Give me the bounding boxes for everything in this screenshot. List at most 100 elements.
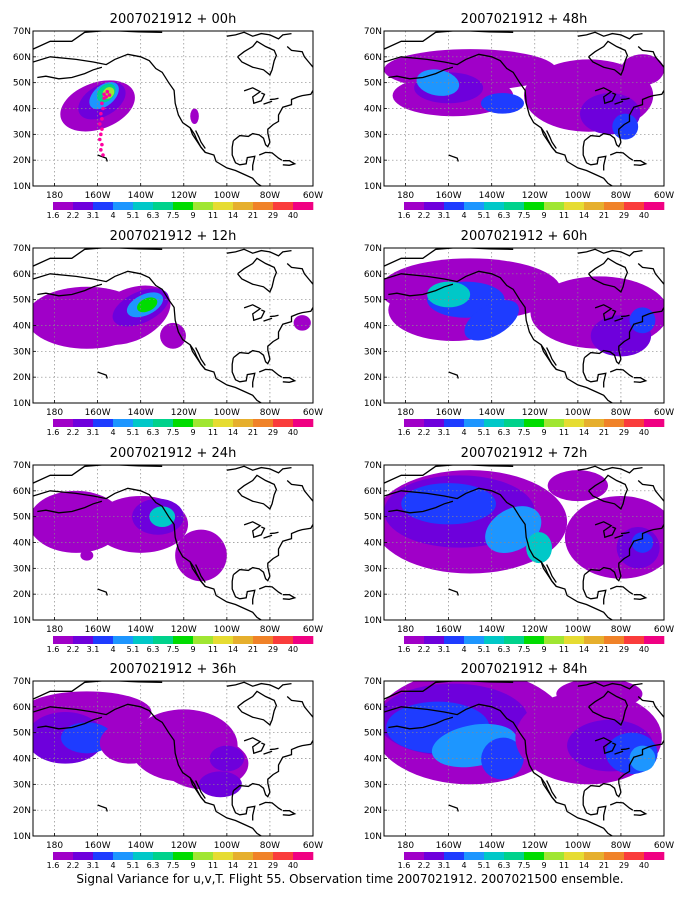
coastline xyxy=(448,804,459,812)
colorbar-label: 14 xyxy=(228,861,238,870)
lon-tick-label: 80W xyxy=(611,841,631,851)
colorbar-swatch xyxy=(73,202,94,210)
colorbar-swatch xyxy=(273,636,294,644)
lat-tick-label: 60N xyxy=(364,53,382,63)
observation-marker xyxy=(99,111,103,116)
colorbar-label: 40 xyxy=(639,211,649,220)
colorbar-label: 21 xyxy=(599,861,609,870)
coastline xyxy=(195,347,206,366)
colorbar-label: 7.5 xyxy=(518,645,531,654)
colorbar-label: 14 xyxy=(228,211,238,220)
colorbar-label: 11 xyxy=(208,428,218,437)
colorbar-label: 7.5 xyxy=(167,645,180,654)
coastlines xyxy=(33,465,313,620)
colorbar-swatch xyxy=(604,419,625,427)
grid-lines xyxy=(33,31,313,186)
lon-tick-label: 100W xyxy=(565,625,591,635)
coastline xyxy=(231,790,256,821)
coastline xyxy=(582,357,607,388)
colorbar-swatch xyxy=(524,419,545,427)
coastline xyxy=(620,97,630,101)
colorbar-swatch xyxy=(233,419,254,427)
colorbar-swatch xyxy=(93,202,114,210)
colorbar-swatch xyxy=(584,636,605,644)
colorbar-swatch xyxy=(213,419,234,427)
coastline xyxy=(614,750,624,755)
lat-tick-label: 10N xyxy=(13,182,31,192)
lat-tick-label: 30N xyxy=(364,347,382,357)
lat-tick-label: 30N xyxy=(364,780,382,790)
colorbar-label: 21 xyxy=(248,645,258,654)
colorbar-label: 7.5 xyxy=(518,861,531,870)
colorbar-label: 9 xyxy=(541,428,546,437)
colorbar-swatch xyxy=(624,636,645,644)
variance-field xyxy=(384,49,664,140)
colorbar-label: 6.3 xyxy=(498,861,511,870)
coastline xyxy=(33,465,163,484)
colorbar-swatch xyxy=(584,419,605,427)
coastline xyxy=(588,257,629,293)
variance-contour xyxy=(631,532,654,553)
lat-tick-label: 10N xyxy=(364,399,382,409)
coastline xyxy=(97,588,108,596)
colorbar-swatch xyxy=(33,202,54,210)
coastline xyxy=(232,90,313,148)
colorbar-swatch xyxy=(444,852,465,860)
colorbar-label: 9 xyxy=(190,861,195,870)
lat-tick-label: 60N xyxy=(13,270,31,280)
colorbar-swatch xyxy=(253,419,274,427)
lat-tick-label: 40N xyxy=(364,322,382,332)
coastlines xyxy=(384,681,664,836)
colorbar-swatch xyxy=(504,419,525,427)
lon-tick-label: 140W xyxy=(128,625,154,635)
lat-tick-label: 60N xyxy=(364,270,382,280)
colorbar-label: 11 xyxy=(208,645,218,654)
colorbar-label: 4 xyxy=(461,428,466,437)
coastline xyxy=(258,585,283,595)
lon-tick-label: 160W xyxy=(436,841,462,851)
colorbar-label: 2.2 xyxy=(67,211,80,220)
colorbar-swatch xyxy=(73,636,94,644)
coastline xyxy=(384,53,613,186)
lon-tick-label: 80W xyxy=(260,408,280,418)
coastline xyxy=(609,801,634,811)
panel-title: 2007021912 + 12h xyxy=(110,229,237,244)
lat-tick-label: 50N xyxy=(364,729,382,739)
coastline xyxy=(258,151,283,161)
panel-title: 2007021912 + 48h xyxy=(461,12,588,27)
lon-tick-label: 120W xyxy=(171,408,197,418)
colorbar-label: 9 xyxy=(541,211,546,220)
coastline xyxy=(588,474,629,510)
colorbar-swatch xyxy=(233,636,254,644)
colorbar-label: 40 xyxy=(288,428,298,437)
lon-tick-label: 180 xyxy=(397,408,414,418)
map-panel: 2007021912 + 00h 70N 60N 50N 40N 30N 20N 10N 180… xyxy=(13,12,323,220)
lon-tick-label: 100W xyxy=(565,408,591,418)
lat-tick-label: 20N xyxy=(364,806,382,816)
colorbar-swatch xyxy=(173,852,194,860)
colorbar-label: 40 xyxy=(639,428,649,437)
colorbar-swatch xyxy=(33,419,54,427)
lon-tick-label: 60W xyxy=(654,408,674,418)
colorbar-label: 9 xyxy=(541,861,546,870)
coastline xyxy=(226,681,292,690)
coastline xyxy=(195,130,206,149)
colorbar-label: 29 xyxy=(268,211,278,220)
observation-marker xyxy=(102,92,106,97)
coastline xyxy=(226,248,292,257)
colorbar-swatch xyxy=(193,202,214,210)
colorbar-swatch xyxy=(253,202,274,210)
colorbar-swatch xyxy=(73,852,94,860)
colorbar-label: 14 xyxy=(579,645,589,654)
lon-tick-label: 140W xyxy=(128,408,154,418)
lon-tick-label: 60W xyxy=(303,625,323,635)
coastline xyxy=(226,465,292,474)
colorbar-label: 3.1 xyxy=(87,645,100,654)
lat-tick-label: 70N xyxy=(13,27,31,37)
lon-tick-label: 100W xyxy=(214,191,240,201)
variance-contour xyxy=(480,93,524,114)
colorbar-label: 5.1 xyxy=(478,428,491,437)
coastline xyxy=(384,31,514,50)
coastline xyxy=(231,140,256,171)
coastline xyxy=(614,317,624,322)
